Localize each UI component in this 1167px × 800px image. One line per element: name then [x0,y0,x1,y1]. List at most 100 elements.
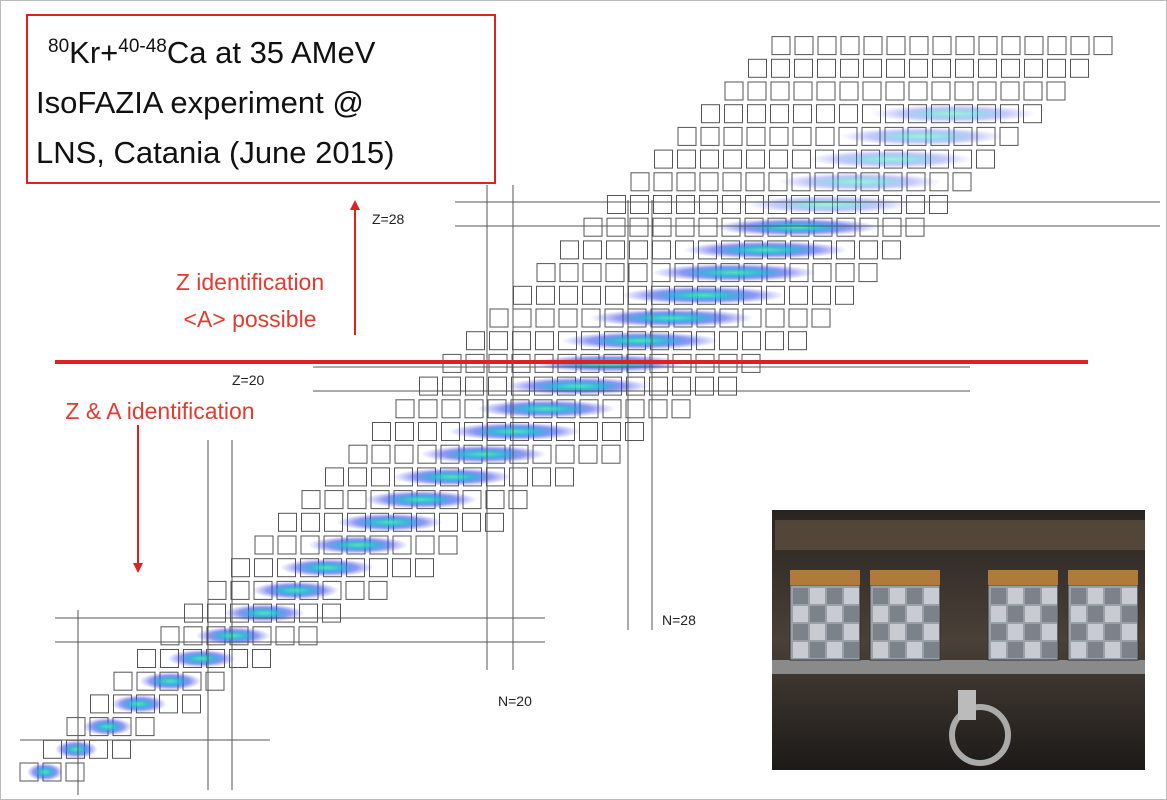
detector-tile [1071,624,1086,640]
cluster [715,218,879,236]
annotation-upper-2: <A> possible [184,306,317,332]
detector-tile [1025,588,1040,604]
detector-tile [827,588,842,604]
detector-tile [873,642,888,658]
cluster [55,740,97,758]
detector-top [870,570,940,585]
detector-top [1068,570,1138,585]
detector-tile [1071,606,1086,622]
detector-tile [1122,588,1137,604]
detector-tile [991,588,1006,604]
detector-photo [772,510,1145,770]
detector-tile [827,642,842,658]
cluster [336,513,442,531]
detector-tile [1008,606,1023,622]
title-line-1: 80Kr+40-48Ca at 35 AMeV [48,35,376,70]
title-line-2: IsoFAZIA experiment @ [36,85,364,120]
cluster [871,105,1035,123]
detector-tile [890,624,905,640]
cluster [280,559,374,577]
detector-tile [1105,588,1120,604]
detector-tile [924,642,939,658]
detector-tile [991,606,1006,622]
cluster [111,695,166,713]
detector-tile [1071,588,1086,604]
detector-tile [1042,588,1057,604]
detector-tile [827,606,842,622]
detector-tile [844,588,859,604]
detector-tile [924,624,939,640]
detector-tile [1042,606,1057,622]
z20-label: Z=20 [232,372,265,388]
detector-tile [1088,642,1103,658]
cluster [652,264,816,282]
detector-tile [1122,624,1137,640]
detector-tile [793,624,808,640]
cluster [252,581,339,599]
figure: Z=28 Z=20 N=28 N=20 Z identification <A>… [0,0,1167,800]
cluster [393,468,512,486]
detector-tile [810,606,825,622]
cluster [365,491,478,509]
target-mass: 40-48 [118,36,167,57]
detector-tile [1105,642,1120,658]
detector-tile [1122,642,1137,658]
cluster [621,286,785,304]
detector-tile [873,606,888,622]
detector-tile [827,624,842,640]
cluster [683,241,847,259]
detector-tile [890,606,905,622]
cluster [590,309,754,327]
detector-tile [991,624,1006,640]
cluster [561,332,719,350]
cluster [224,604,305,622]
detector-tile [810,642,825,658]
detector-tile [810,624,825,640]
cluster [308,536,408,554]
detector-tile [907,606,922,622]
detector-tile [1088,588,1103,604]
detector-tile [924,606,939,622]
cluster [449,423,581,441]
cluster [809,150,973,168]
cluster [777,173,941,191]
page: {"title_box": {"line1": {"mass": "80", "… [0,0,1167,800]
detector-tile [1008,588,1023,604]
detector-tile [1025,642,1040,658]
n28-label: N=28 [662,612,696,628]
detector-tile [844,624,859,640]
cluster [746,196,910,214]
detector-tile [1105,624,1120,640]
detector-tile [1042,642,1057,658]
n20-label: N=20 [498,693,532,709]
detector-tile [1042,624,1057,640]
detector-tile [793,606,808,622]
annotation-lower: Z & A identification [65,398,254,424]
detector-top [988,570,1058,585]
detector-tile [793,588,808,604]
cluster [421,445,547,463]
detector-tile [844,606,859,622]
detector-top [790,570,860,585]
detector-tile [1008,642,1023,658]
annotation-upper-1: Z identification [176,269,324,295]
detector-tile [1008,624,1023,640]
cluster [27,763,63,781]
detector-tile [1088,624,1103,640]
detector-tile [1071,642,1086,658]
detector-tile [907,624,922,640]
detector-tile [1122,606,1137,622]
cluster [840,127,1004,145]
detector-tile [890,588,905,604]
detector-tile [873,624,888,640]
detector-tile [793,642,808,658]
detector-tile [907,588,922,604]
title-rest: Ca at 35 AMeV [167,35,376,70]
detector-tile [1105,606,1120,622]
cluster [83,718,132,736]
title-line-3: LNS, Catania (June 2015) [36,135,394,170]
detector-tile [907,642,922,658]
projectile: Kr+ [69,35,118,70]
detector-tile [924,588,939,604]
detector-tile [810,588,825,604]
